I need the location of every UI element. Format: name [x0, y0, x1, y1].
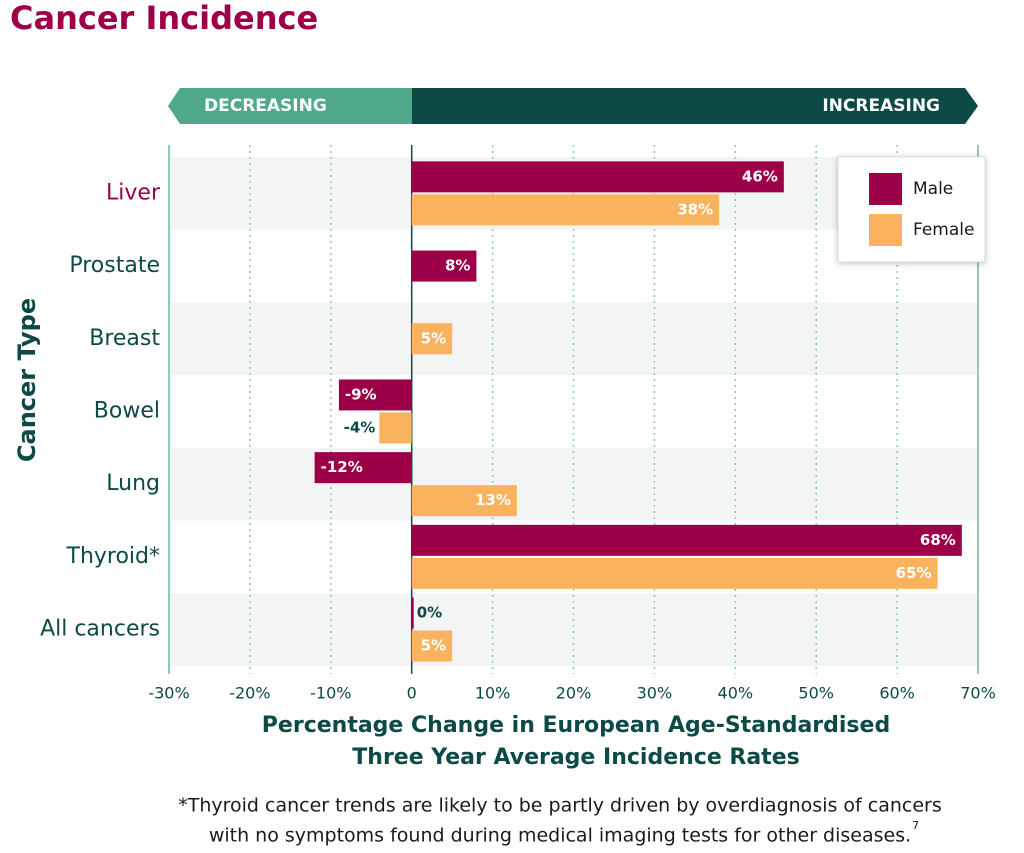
value-label: 46% [742, 167, 778, 185]
x-tick-label: 10% [475, 683, 511, 702]
x-tick-label: 30% [637, 683, 673, 702]
x-tick-label: -10% [310, 683, 351, 702]
bar [411, 597, 414, 629]
x-tick-label: -30% [148, 683, 189, 702]
footnote: with no symptoms found during medical im… [209, 825, 911, 847]
bar [411, 250, 477, 282]
bar [411, 557, 938, 589]
x-tick-label: 20% [556, 683, 592, 702]
value-label: -9% [345, 385, 377, 403]
value-label: 0% [417, 604, 442, 622]
y-axis-label: Cancer Type [13, 298, 41, 462]
legend-label: Male [913, 179, 953, 199]
bar [411, 485, 517, 517]
x-axis-label: Percentage Change in European Age-Standa… [262, 713, 890, 738]
y-tick-label: All cancers [40, 617, 160, 642]
bar [411, 323, 453, 355]
y-tick-label: Prostate [69, 253, 160, 278]
value-label: 38% [677, 200, 713, 218]
y-tick-label: Breast [89, 326, 160, 351]
value-label: -4% [344, 418, 376, 436]
legend-swatch [869, 214, 902, 246]
bar [411, 161, 784, 193]
legend-swatch [869, 173, 902, 205]
banner-left-label: DECREASING [204, 96, 327, 116]
value-label: 5% [421, 329, 446, 347]
legend-box [837, 156, 986, 263]
bar [411, 194, 720, 226]
y-tick-label: Bowel [94, 398, 160, 423]
legend-label: Female [913, 220, 974, 240]
x-tick-label: 70% [960, 683, 996, 702]
bar [411, 524, 962, 556]
value-label: 65% [896, 564, 932, 582]
row-band [169, 593, 978, 666]
row-band [169, 447, 978, 521]
legend: Male Female [837, 156, 986, 263]
y-tick-label: Lung [106, 471, 160, 496]
x-tick-label: 60% [879, 683, 915, 702]
x-tick-label: 0 [407, 683, 417, 702]
value-label: 5% [421, 637, 446, 655]
value-label: 8% [445, 257, 470, 275]
banner-right-label: INCREASING [822, 96, 940, 116]
x-tick-label: -20% [229, 683, 270, 702]
bar [411, 630, 453, 662]
x-axis-label: Three Year Average Incidence Rates [352, 745, 799, 770]
value-label: 13% [475, 491, 511, 509]
banner-right [412, 88, 978, 124]
x-tick-label: 40% [718, 683, 754, 702]
chart-title: Cancer Incidence [10, 0, 318, 37]
value-label: -12% [321, 458, 363, 476]
y-tick-label: Thyroid* [66, 544, 161, 569]
x-tick-label: 50% [798, 683, 834, 702]
footnote-ref: 7 [912, 819, 919, 832]
y-tick-label: Liver [106, 180, 161, 205]
bar [314, 452, 412, 484]
bar [379, 412, 412, 444]
value-label: 68% [920, 531, 956, 549]
footnote: *Thyroid cancer trends are likely to be … [178, 795, 942, 817]
bar [338, 379, 412, 411]
banner-left [168, 88, 412, 124]
